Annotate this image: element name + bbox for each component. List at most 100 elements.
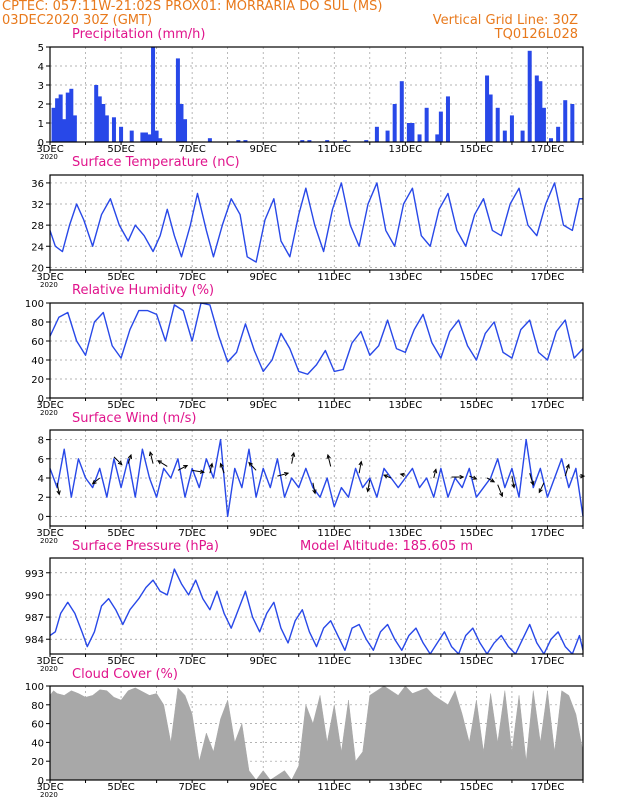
precip-bar: [570, 104, 575, 142]
precip-ytick-label: 0: [38, 138, 44, 149]
precip-xtick-label: 5DEC: [107, 144, 134, 155]
rh-year-label: 2020: [40, 409, 58, 417]
rh-title: Relative Humidity (%): [72, 283, 214, 298]
wind-arrow-head: [56, 490, 61, 496]
temp-panel: 20 24 28 32 36 3DEC 5DEC 7DEC 9DEC 11DEC 13DEC 15DE…: [31, 174, 584, 289]
precip-bar: [58, 94, 63, 142]
cloud-xtick-label: 13DEC: [388, 782, 422, 793]
wind-ytick-label: 6: [38, 455, 44, 466]
wind-arrow: [312, 482, 316, 494]
precip-bar: [563, 100, 568, 142]
pressure-line: [50, 568, 583, 654]
wind-arrow-head: [459, 474, 465, 480]
precip-bar: [485, 75, 490, 142]
precip-bar: [509, 115, 514, 142]
precip-ytick-label: 2: [38, 100, 44, 111]
wind-xtick-label: 9DEC: [250, 528, 277, 539]
temp-year-label: 2020: [40, 281, 58, 289]
wind-frame: [49, 429, 584, 527]
wind-xtick-label: 15DEC: [460, 528, 494, 539]
temp-ytick-label: 20: [31, 263, 44, 274]
wind-arrow: [538, 482, 545, 493]
precip-bar: [158, 138, 163, 142]
wind-arrow: [248, 462, 257, 471]
wind-ytick-label: 2: [38, 493, 44, 504]
precip-bar: [520, 130, 525, 142]
cloud-xtick-label: 11DEC: [317, 782, 351, 793]
precip-bar: [527, 50, 532, 142]
precip-bar: [69, 88, 74, 142]
rh-ytick-label: 80: [31, 318, 44, 329]
rh-xtick-label: 13DEC: [388, 400, 422, 411]
precip-bar: [374, 126, 379, 142]
wind-title: Surface Wind (m/s): [72, 411, 196, 426]
temp-ytick-label: 36: [31, 179, 44, 190]
wind-line: [49, 438, 584, 518]
pressure-xtick-label: 15DEC: [460, 656, 494, 667]
precip-bar: [406, 123, 411, 142]
wind-arrow-head: [209, 462, 214, 468]
wind-arrow-head: [183, 464, 189, 470]
precip-bar: [183, 119, 188, 142]
temp-frame: [49, 174, 584, 271]
precip-bar: [119, 126, 124, 142]
wind-arrow: [367, 479, 371, 492]
header-grid-line: Vertical Grid Line: 30Z: [433, 13, 578, 28]
wind-arrow-head: [472, 475, 478, 480]
wind-arrow-head: [490, 478, 496, 483]
temp-xtick-label: 3DEC: [36, 272, 63, 283]
wind-arrow-head: [157, 460, 163, 465]
cloud-panel: 0 20 40 60 80 100 3DEC 5DEC 7DEC 9DEC 11DEC 13DEC 15…: [25, 682, 584, 799]
pressure-ytick-label: 990: [25, 591, 44, 602]
rh-line: [49, 302, 584, 375]
wind-xtick-label: 5DEC: [107, 528, 134, 539]
wind-arrow-head: [565, 463, 570, 469]
precip-bar: [207, 138, 212, 142]
temp-xtick-label: 13DEC: [388, 272, 422, 283]
precip-xtick-label: 11DEC: [317, 144, 351, 155]
header-station: CPTEC: 057:11W-21:02S PROX01: MORRARIA D…: [2, 0, 382, 14]
wind-arrow-head: [148, 450, 154, 457]
temp-xtick-label: 15DEC: [460, 272, 494, 283]
wind-arrow: [469, 475, 477, 480]
precip-bar: [495, 107, 500, 142]
precip-xtick-label: 3DEC: [36, 144, 63, 155]
precip-bar: [438, 111, 443, 142]
precip-bar: [385, 130, 390, 142]
rh-xtick-label: 5DEC: [107, 400, 134, 411]
temp-ytick-label: 28: [31, 221, 44, 232]
precip-title: Precipitation (mm/h): [72, 27, 205, 42]
precip-bar: [175, 58, 180, 142]
wind-arrow-head: [127, 453, 133, 459]
precip-year-label: 2020: [40, 153, 58, 161]
wind-arrow: [209, 463, 213, 474]
rh-ytick-label: 100: [25, 299, 44, 310]
precip-bar: [147, 134, 152, 142]
precip-bar: [94, 85, 99, 142]
wind-arrow-head: [538, 488, 543, 494]
wind-arrow: [220, 463, 225, 474]
temp-xtick-label: 5DEC: [107, 272, 134, 283]
wind-arrow: [113, 456, 123, 465]
wind-arrow-head: [284, 471, 290, 477]
wind-arrow: [192, 469, 204, 473]
precip-bar: [143, 132, 148, 142]
wind-arrow: [277, 472, 289, 477]
precip-xtick-label: 13DEC: [388, 144, 422, 155]
pressure-xtick-label: 17DEC: [531, 656, 565, 667]
cloud-year-label: 2020: [40, 791, 58, 799]
temp-xtick-label: 17DEC: [531, 272, 565, 283]
cloud-ytick-label: 20: [31, 757, 44, 768]
precip-xtick-label: 17DEC: [531, 144, 565, 155]
temp-xtick-label: 11DEC: [317, 272, 351, 283]
wind-arrow-head: [326, 453, 331, 459]
precip-bar: [72, 115, 77, 142]
precip-bar: [435, 134, 440, 142]
precip-bar: [151, 47, 156, 142]
cloud-xtick-label: 9DEC: [250, 782, 277, 793]
wind-arrow: [358, 461, 362, 474]
precip-bar: [140, 132, 145, 142]
wind-xtick-label: 13DEC: [388, 528, 422, 539]
pressure-xtick-label: 7DEC: [178, 656, 205, 667]
